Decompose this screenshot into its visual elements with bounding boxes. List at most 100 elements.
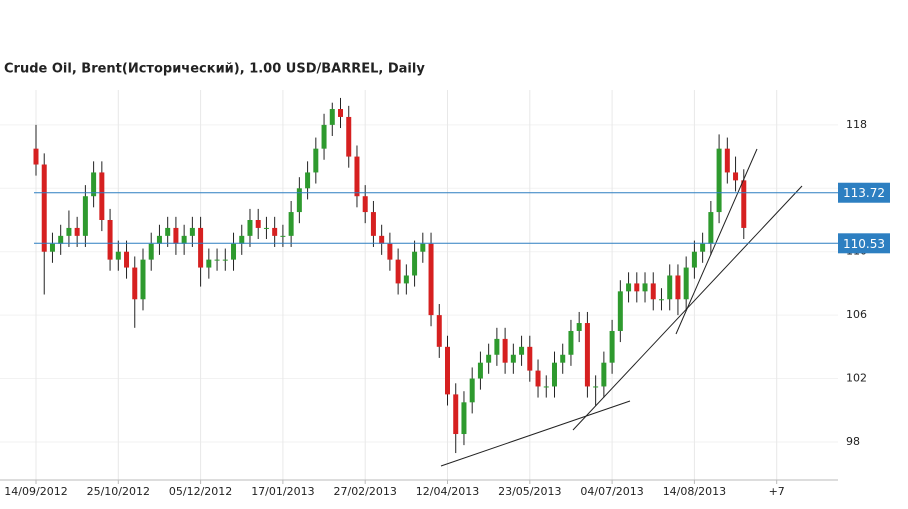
- candle-body: [156, 235, 162, 244]
- trend-line: [440, 400, 631, 467]
- candle-body: [288, 212, 294, 236]
- candle-body: [148, 243, 154, 260]
- candle-body: [741, 180, 747, 228]
- candle-body: [132, 267, 138, 300]
- candle-body: [733, 172, 739, 181]
- candle-body: [181, 235, 187, 244]
- candle-body: [576, 323, 582, 331]
- x-tick-label: 14/09/2012: [4, 485, 67, 498]
- x-tick-label: 14/08/2013: [663, 485, 726, 498]
- candle-body: [272, 227, 278, 236]
- candle-body: [165, 227, 171, 236]
- level-label-box: [838, 182, 890, 203]
- candle-body: [519, 346, 525, 355]
- candle-body: [231, 243, 237, 260]
- candle-body: [642, 283, 648, 292]
- candle-body: [584, 323, 590, 387]
- candle-body: [173, 227, 179, 244]
- candle-body: [724, 148, 730, 173]
- candle-body: [198, 227, 204, 268]
- candle-body: [189, 227, 195, 236]
- candle-body: [41, 164, 47, 252]
- candles: [33, 97, 747, 454]
- candle-body: [99, 172, 105, 220]
- candle-body: [206, 259, 212, 268]
- candle-body: [477, 362, 483, 379]
- trend-line: [675, 148, 758, 335]
- candle-body: [469, 378, 475, 403]
- candle-body: [527, 346, 533, 371]
- candle-body: [370, 212, 376, 236]
- candle-body: [593, 386, 599, 388]
- candle-body: [494, 338, 500, 355]
- candle-body: [354, 156, 360, 197]
- candle-body: [379, 235, 385, 244]
- x-tick-label: 17/01/2013: [251, 485, 314, 498]
- candle-body: [346, 116, 352, 157]
- candle-body: [535, 370, 541, 387]
- candle-body: [428, 243, 434, 316]
- y-tick-label: 118: [846, 118, 867, 131]
- candle-body: [700, 243, 706, 252]
- candle-body: [626, 283, 632, 292]
- candle-body: [502, 338, 508, 363]
- candle-body: [124, 251, 130, 268]
- candle-body: [650, 283, 656, 300]
- x-tick-label: 04/07/2013: [580, 485, 643, 498]
- y-tick-label: 106: [846, 308, 867, 321]
- candle-body: [568, 330, 574, 355]
- candle-body: [543, 386, 549, 388]
- candle-body: [675, 275, 681, 300]
- candle-body: [321, 124, 327, 149]
- candle-body: [58, 235, 64, 244]
- candle-body: [313, 148, 319, 173]
- candle-body: [601, 362, 607, 387]
- candle-body: [412, 251, 418, 276]
- candle-body: [82, 196, 88, 236]
- x-tick-label: +7: [769, 485, 785, 498]
- candle-body: [486, 354, 492, 363]
- candle-body: [658, 299, 664, 301]
- candle-body: [263, 227, 269, 229]
- candle-body: [445, 346, 450, 395]
- candle-body: [338, 109, 344, 117]
- candle-body: [329, 109, 335, 125]
- candle-body: [403, 275, 409, 284]
- candle-body: [107, 220, 113, 260]
- x-tick-label: 23/05/2013: [498, 485, 561, 498]
- candle-body: [239, 235, 245, 244]
- candle-body: [560, 354, 566, 363]
- candle-body: [395, 259, 401, 284]
- x-tick-label: 05/12/2012: [169, 485, 232, 498]
- candle-body: [296, 188, 302, 213]
- candle-body: [49, 243, 55, 252]
- candle-body: [708, 212, 714, 244]
- candle-body: [617, 291, 623, 331]
- chart-title: Crude Oil, Brent(Исторический), 1.00 USD…: [4, 62, 425, 77]
- candle-body: [420, 243, 426, 252]
- candle-body: [634, 283, 640, 292]
- level-label: 110.53: [843, 237, 885, 251]
- candle-body: [115, 251, 121, 260]
- candle-body: [609, 330, 615, 363]
- candle-body: [716, 148, 722, 213]
- candle-body: [683, 267, 689, 300]
- candle-body: [362, 196, 368, 213]
- candle-body: [247, 220, 253, 236]
- level-label-box: [838, 233, 890, 254]
- candle-body: [255, 220, 261, 228]
- candle-body: [91, 172, 97, 197]
- level-label: 113.72: [843, 186, 885, 200]
- candle-body: [510, 354, 516, 363]
- trend-lines: [440, 148, 803, 467]
- candle-body: [140, 259, 146, 300]
- candle-body: [436, 315, 442, 347]
- candle-body: [305, 172, 311, 189]
- candle-body: [222, 259, 228, 261]
- y-tick-label: 102: [846, 372, 867, 385]
- candle-body: [387, 243, 393, 260]
- candle-body: [74, 227, 80, 236]
- candle-body: [691, 251, 697, 268]
- x-tick-label: 25/10/2012: [87, 485, 150, 498]
